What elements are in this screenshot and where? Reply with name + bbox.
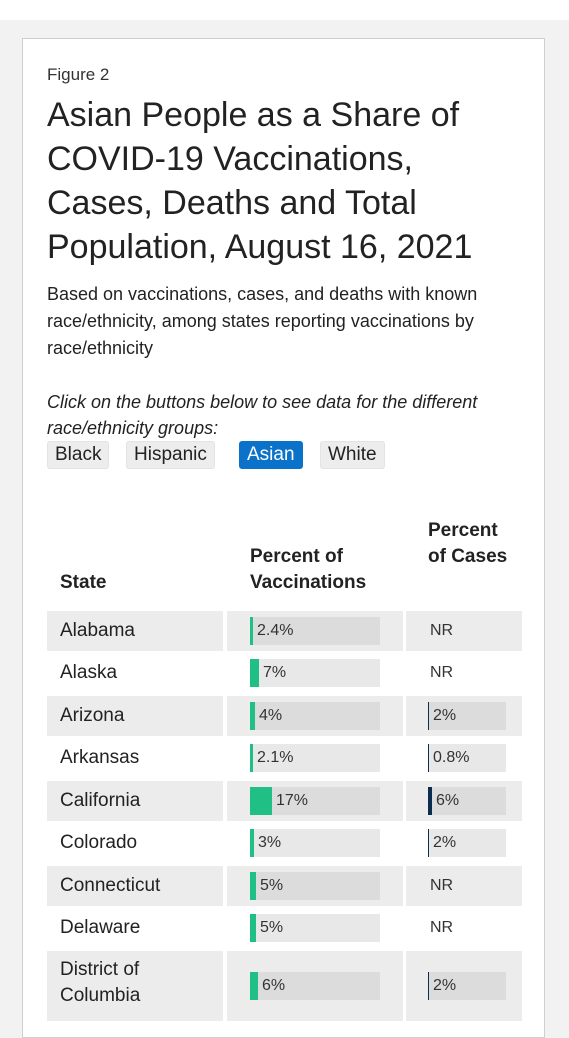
vaccination-bar: [250, 702, 255, 730]
table-cell: [406, 908, 522, 948]
state-label: District of Columbia: [60, 959, 141, 1006]
cases-bar: [428, 702, 429, 730]
vaccination-bar-track: 5%: [250, 872, 380, 900]
vaccination-bar-track: 2.4%: [250, 617, 380, 645]
group-button-white[interactable]: White: [320, 441, 385, 469]
group-button-hispanic[interactable]: Hispanic: [126, 441, 215, 469]
figure-card: Figure 2 Asian People as a Share of COVI…: [22, 38, 545, 1038]
cases-not-reported: NR: [430, 877, 454, 894]
cases-bar-track: 2%: [428, 702, 506, 730]
table-row: Alaska 7% NR: [47, 653, 522, 693]
vaccination-value-label: 2.1%: [257, 749, 294, 766]
state-label: Arkansas: [60, 747, 140, 768]
table-row: Arkansas 2.1% 0.8%: [47, 738, 522, 778]
cases-bar: [428, 787, 432, 815]
chart-title: Asian People as a Share of COVID-19 Vacc…: [47, 96, 473, 266]
vaccination-value-label: 6%: [262, 977, 286, 994]
cases-not-reported: NR: [430, 664, 454, 681]
cases-value-label: 6%: [436, 792, 460, 809]
cases-not-reported: NR: [430, 919, 454, 936]
vaccination-value-label: 17%: [276, 792, 309, 809]
cases-bar-track: 6%: [428, 787, 506, 815]
cases-bar: [428, 972, 429, 1000]
cases-bar-track: 0.8%: [428, 744, 506, 772]
table-cell: [406, 653, 522, 693]
vaccination-bar-track: 7%: [250, 659, 380, 687]
figure-label: Figure 2: [47, 65, 110, 84]
group-button-black[interactable]: Black: [47, 441, 110, 469]
table-cell: [47, 696, 223, 736]
table-cell: [406, 866, 522, 906]
vaccination-bar: [250, 972, 258, 1000]
vaccination-bar-track: 4%: [250, 702, 380, 730]
vaccination-bar-track: 2.1%: [250, 744, 380, 772]
top-bar: [0, 0, 569, 20]
cases-value-label: 2%: [433, 707, 457, 724]
table-cell: [406, 611, 522, 651]
table-row: District of Columbia 6% 2%: [47, 951, 522, 1021]
vaccination-bar-track: 17%: [250, 787, 380, 815]
table-row: Colorado 3% 2%: [47, 823, 522, 863]
cases-bar-track: 2%: [428, 972, 506, 1000]
vaccination-value-label: 2.4%: [257, 622, 294, 639]
column-header-cases: Percent of Cases: [428, 520, 508, 567]
vaccination-value-label: 5%: [260, 919, 284, 936]
table-row: Delaware 5% NR: [47, 908, 522, 948]
cases-bar: [428, 744, 429, 772]
table-cell: [47, 611, 223, 651]
state-label: Alaska: [60, 662, 118, 683]
cases-value-label: 2%: [433, 977, 457, 994]
state-label: Delaware: [60, 917, 141, 938]
table-row: California 17% 6%: [47, 781, 522, 821]
cases-not-reported: NR: [430, 622, 454, 639]
vaccination-bar: [250, 872, 256, 900]
table-row: Connecticut 5% NR: [47, 866, 522, 906]
table-cell: [47, 866, 223, 906]
vaccination-bar-track: 5%: [250, 914, 380, 942]
cases-bar-track: 2%: [428, 829, 506, 857]
table-cell: [47, 781, 223, 821]
group-button-asian[interactable]: Asian: [239, 441, 303, 469]
state-label: California: [60, 790, 141, 811]
instructions-text: Click on the buttons below to see data f…: [47, 392, 478, 438]
column-header-state: State: [60, 572, 107, 593]
cases-value-label: 0.8%: [433, 749, 470, 766]
chart-subtitle: Based on vaccinations, cases, and deaths…: [47, 284, 478, 358]
vaccination-value-label: 7%: [263, 664, 287, 681]
cases-bar: [428, 829, 429, 857]
table-row: Alabama 2.4% NR: [47, 611, 522, 651]
state-label: Alabama: [60, 620, 135, 641]
vaccination-bar: [250, 744, 253, 772]
vaccination-bar: [250, 787, 272, 815]
cases-value-label: 2%: [433, 834, 457, 851]
vaccination-value-label: 5%: [260, 877, 284, 894]
table-cell: [47, 951, 223, 1021]
vaccination-bar-track: 6%: [250, 972, 380, 1000]
state-label: Arizona: [60, 705, 125, 726]
vaccination-bar: [250, 914, 256, 942]
vaccination-bar-track: 3%: [250, 829, 380, 857]
vaccination-value-label: 4%: [259, 707, 283, 724]
table-row: Arizona 4% 2%: [47, 696, 522, 736]
vaccination-bar: [250, 829, 254, 857]
vaccination-bar: [250, 617, 253, 645]
column-header-vaccinations: Percent of Vaccinations: [250, 546, 367, 593]
state-label: Colorado: [60, 832, 138, 853]
vaccination-value-label: 3%: [258, 834, 282, 851]
state-label: Connecticut: [60, 875, 161, 896]
vaccination-bar: [250, 659, 259, 687]
